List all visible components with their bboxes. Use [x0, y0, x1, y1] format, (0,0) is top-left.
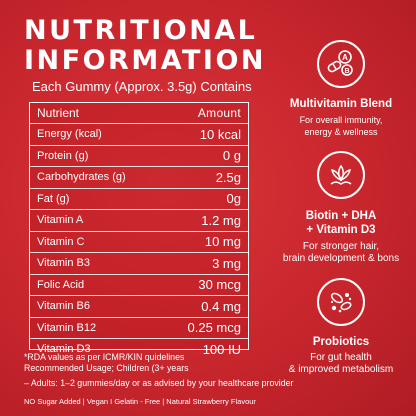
- table-row: Energy (kcal) 10 kcal: [30, 123, 248, 145]
- feature-multivitamin: A B Multivitamin Blend For overall immun…: [266, 40, 416, 138]
- feature-desc-line: energy & wellness: [304, 127, 378, 137]
- feature-desc-line: For gut health: [310, 352, 372, 363]
- nutrient-amount: 1.2 mg: [201, 212, 241, 228]
- feature-desc-line: brain development & bons: [282, 253, 400, 264]
- nutrient-name: Vitamin A: [37, 214, 84, 227]
- feature-desc: For gut health & improved metabolism: [266, 352, 416, 376]
- feature-title: Multivitamin Blend: [289, 98, 393, 110]
- nutrient-name: Fat (g): [37, 192, 70, 205]
- nutrient-amount: 10 kcal: [199, 126, 241, 142]
- bacteria-icon: [317, 278, 365, 326]
- feature-title-line: + Vitamin D3: [306, 224, 376, 236]
- header-amount: Amount: [197, 106, 241, 120]
- feature-desc-line: For overall immunity,: [299, 115, 383, 125]
- feature-title-line: Biotin + DHA: [305, 210, 377, 222]
- feature-probiotics: Probiotics For gut health & improved met…: [266, 278, 416, 376]
- feature-title: Biotin + DHA + Vitamin D3: [266, 209, 416, 237]
- hair-lotus-icon: [317, 151, 365, 199]
- svg-text:A: A: [342, 53, 348, 62]
- feature-desc: For overall immunity, energy & wellness: [266, 114, 416, 138]
- nutrient-name: Vitamin D3: [37, 343, 91, 356]
- title-line-1: NUTRITIONAL: [24, 15, 258, 46]
- feature-title: Probiotics: [312, 336, 370, 348]
- table-row: Folic Acid 30 mcg: [30, 273, 248, 296]
- table-row: Vitamin B6 0.4 mg: [30, 295, 248, 317]
- table-row: Vitamin B12 0.25 mcg: [30, 316, 248, 339]
- nutrient-name: Carbohydrates (g): [37, 171, 126, 184]
- table-row: Vitamin A 1.2 mg: [30, 209, 248, 231]
- nutrient-name: Vitamin B12: [37, 321, 97, 334]
- nutrient-name: Energy (kcal): [37, 128, 102, 141]
- nutrient-name: Vitamin B3: [37, 257, 90, 270]
- table-row: Vitamin B3 3 mg: [30, 252, 248, 274]
- nutrient-amount: 0.25 mcg: [187, 320, 241, 336]
- rda-note: *RDA values as per ICMR/KIN quidelines: [24, 352, 185, 362]
- nutrient-name: Folic Acid: [37, 278, 85, 291]
- page-title: NUTRITIONAL INFORMATION: [24, 16, 266, 76]
- table-header-row: Nutrient Amount: [30, 103, 248, 123]
- table-row: Protein (g) 0 g: [30, 144, 248, 167]
- feature-desc: For stronger hair, brain development & b…: [266, 241, 416, 265]
- nutrient-name: Protein (g): [37, 149, 89, 162]
- table-row: Carbohydrates (g) 2.5g: [30, 166, 248, 188]
- nutrition-table: Nutrient Amount Energy (kcal) 10 kcal Pr…: [29, 102, 249, 357]
- table-row: Vitamin D3 100 IU: [30, 338, 248, 360]
- nutrient-amount: 30 mcg: [198, 277, 241, 293]
- feature-biotin-dha: Biotin + DHA + Vitamin D3 For stronger h…: [266, 151, 416, 265]
- nutrient-amount: 3 mg: [212, 255, 241, 271]
- pills-vitamins-icon: A B: [317, 40, 365, 88]
- feature-desc-line: For stronger hair,: [302, 241, 380, 252]
- nutrient-amount: 0g: [226, 191, 241, 207]
- nutrient-amount: 2.5g: [215, 169, 241, 185]
- title-line-2: INFORMATION: [24, 45, 267, 76]
- header-nutrient: Nutrient: [37, 106, 80, 120]
- footnotes: *RDA values as per ICMR/KIN quidelines R…: [24, 352, 293, 407]
- adults-note: – Adults: 1–2 gummies/day or as advised …: [24, 378, 294, 388]
- svg-text:B: B: [344, 68, 349, 75]
- usage-note: Recommended Usage; Children (3+ years: [24, 363, 189, 373]
- nutrient-amount: 10 mg: [204, 234, 241, 250]
- nutrient-amount: 0 g: [222, 148, 241, 164]
- table-row: Vitamin C 10 mg: [30, 230, 248, 253]
- table-row: Fat (g) 0g: [30, 187, 248, 210]
- feature-desc-line: & improved metabolism: [288, 364, 394, 375]
- nutrient-name: Vitamin C: [37, 235, 85, 248]
- product-flags: NO Sugar Added | Vegan I Gelatin - Free …: [24, 397, 256, 406]
- serving-subtitle: Each Gummy (Approx. 3.5g) Contains: [32, 79, 252, 94]
- nutrient-amount: 100 IU: [202, 341, 241, 357]
- nutrient-name: Vitamin B6: [37, 300, 90, 313]
- nutrient-amount: 0.4 mg: [201, 298, 241, 314]
